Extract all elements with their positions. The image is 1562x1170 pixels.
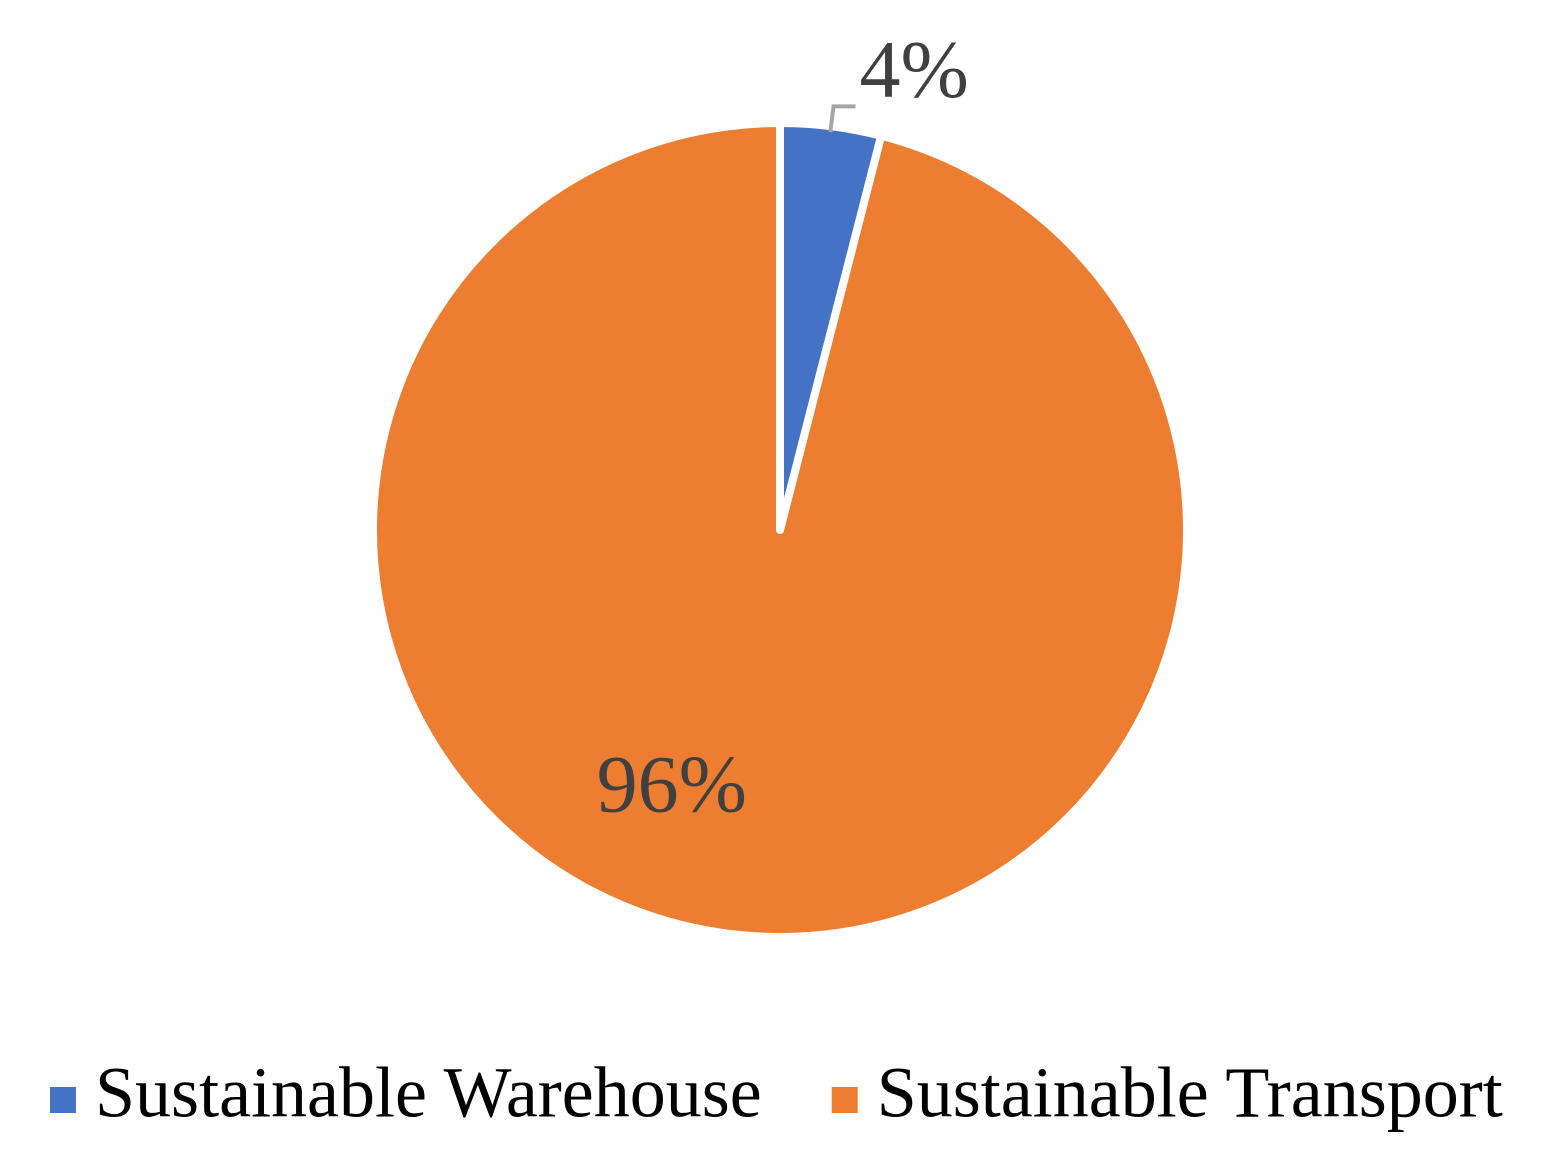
legend-label: Sustainable Transport — [877, 1053, 1503, 1133]
legend-swatch — [831, 1087, 858, 1113]
data-label: 96% — [597, 738, 747, 829]
legend-swatch — [50, 1087, 76, 1113]
pie-slice — [369, 119, 1191, 941]
leader-line — [828, 104, 856, 133]
data-label: 4% — [860, 24, 969, 115]
legend-label: Sustainable Warehouse — [95, 1053, 762, 1133]
